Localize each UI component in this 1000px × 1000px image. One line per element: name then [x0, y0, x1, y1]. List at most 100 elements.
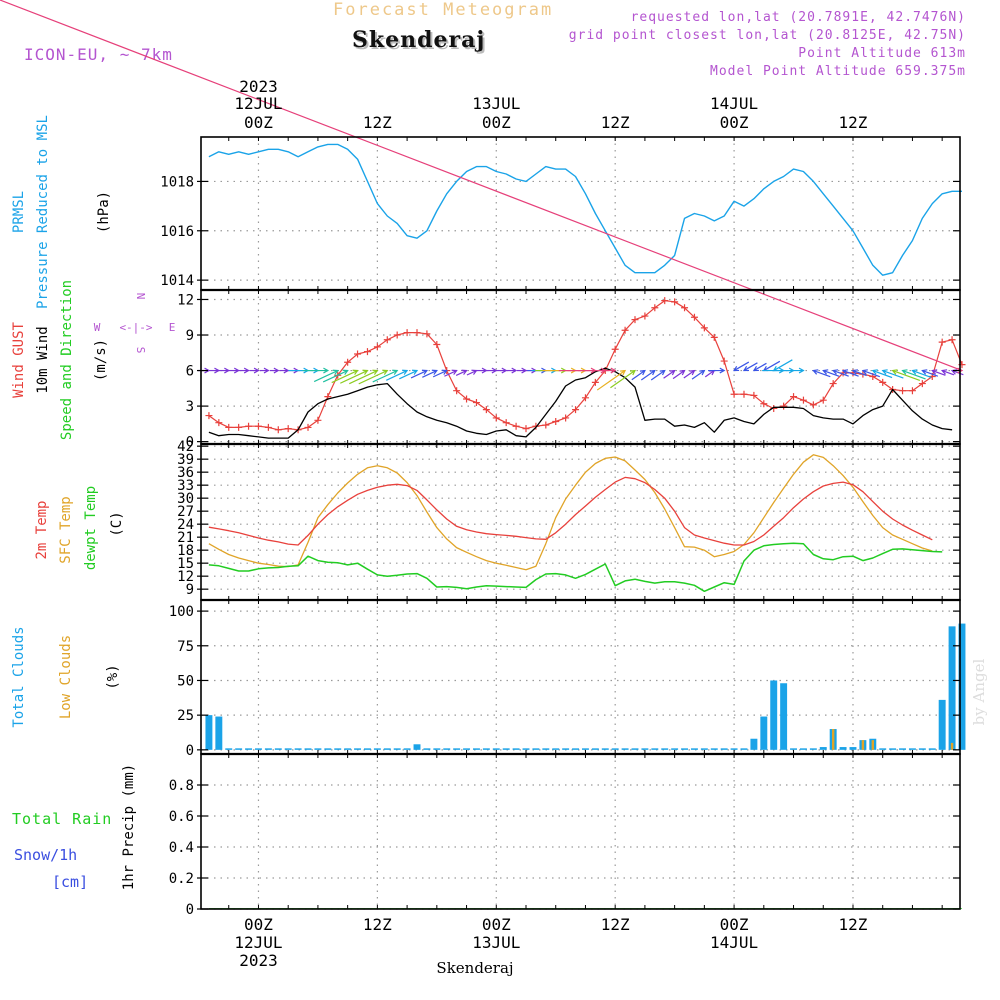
wind-arrow: [763, 360, 781, 372]
top-time-label: 00Z: [482, 113, 511, 132]
gust-point: [690, 313, 698, 321]
pressure-unit: (hPa): [96, 191, 112, 233]
wind-arrow: [852, 369, 867, 377]
gust-point: [433, 340, 441, 348]
wind-arrow: [349, 370, 378, 385]
wind-arrow: [813, 369, 831, 378]
snow-label: Snow/1h: [14, 846, 77, 864]
gust-point: [522, 425, 530, 433]
gust-point: [532, 422, 540, 430]
wind-arrow: [640, 370, 656, 381]
wind-arrow: [650, 370, 666, 381]
total-cloud-bar: [809, 748, 817, 750]
total-cloud-bar: [948, 626, 956, 750]
gust-point: [899, 387, 907, 395]
compass-arrows: <-|->: [119, 321, 152, 334]
gust-point: [264, 423, 272, 431]
wind-arrow: [663, 370, 675, 379]
total-cloud-bar: [423, 748, 431, 750]
total-cloud-bar: [720, 748, 728, 750]
total-cloud-bar: [482, 748, 490, 750]
wind-arrow: [823, 369, 840, 377]
gust-point: [344, 358, 352, 366]
wind-arrow-head: [812, 369, 819, 375]
series-10m-wind: [208, 367, 953, 439]
y-tick-label: 12: [177, 569, 194, 585]
temp-2m-label: 2m Temp: [34, 500, 50, 559]
gust-point: [354, 350, 362, 358]
gust-point: [819, 396, 827, 404]
total-cloud-bar: [413, 744, 421, 750]
gust-point: [750, 391, 758, 399]
wind-arrow: [340, 370, 368, 384]
point-altitude: Point Altitude 613m: [798, 46, 966, 61]
gust-point: [393, 331, 401, 339]
total-cloud-bar: [403, 748, 411, 750]
footer-location: Skenderaj: [436, 959, 513, 977]
wind-arrow: [596, 370, 626, 391]
gust-point: [245, 422, 253, 430]
wind-arrow-head: [342, 369, 349, 375]
top-time-label: 00Z: [244, 113, 273, 132]
total-cloud-bar: [849, 747, 857, 750]
wind-arrow-head: [639, 369, 646, 376]
total-cloud-bar: [463, 748, 471, 750]
gust-point: [373, 343, 381, 351]
series-wind-gust: [208, 300, 963, 431]
gust-point: [730, 390, 738, 398]
gust-point: [799, 396, 807, 404]
y-tick-label: 1014: [160, 273, 194, 289]
total-cloud-bar: [314, 748, 322, 750]
gust-point: [274, 426, 282, 434]
bottom-time-label: 14JUL: [710, 933, 758, 952]
wind-arrow-head: [752, 365, 759, 372]
gust-point: [304, 423, 312, 431]
total-cloud-bar: [621, 748, 629, 750]
total-cloud-bar: [562, 748, 570, 750]
gust-point: [908, 387, 916, 395]
wind-arrow: [432, 370, 447, 378]
total-cloud-bar: [581, 748, 589, 750]
gust-point: [809, 401, 817, 409]
wind-arrow-head: [861, 369, 868, 375]
gust-point: [700, 324, 708, 332]
wind-arrow-head: [620, 369, 627, 376]
wind-arrow-head: [669, 369, 676, 376]
y-tick-label: 25: [177, 708, 194, 724]
wind-arrow: [672, 370, 685, 380]
total-cloud-bar: [522, 748, 530, 750]
y-tick-label: 27: [177, 504, 194, 520]
top-time-label: 00Z: [720, 113, 749, 132]
wind-arrow-head: [733, 365, 740, 372]
bottom-time-label: 00Z: [482, 915, 511, 934]
total-cloud-bar: [532, 748, 540, 750]
precip-unit: 1hr Precip (mm): [121, 764, 137, 890]
y-tick-label: 9: [186, 582, 194, 598]
top-year-label: 2023: [239, 77, 278, 96]
wind-arrow-head: [901, 369, 908, 375]
total-cloud-bar: [790, 748, 798, 750]
bottom-time-label: 12Z: [601, 915, 630, 934]
compass-n: N: [134, 293, 147, 300]
wind-arrow-head: [451, 369, 458, 375]
wind-arrow: [422, 370, 438, 378]
wind-arrow-head: [441, 369, 448, 375]
wind-arrow: [466, 370, 477, 376]
total-cloud-bar: [274, 748, 282, 750]
total-cloud-bar: [284, 748, 292, 750]
wind-10m-label: 10m Wind: [35, 326, 51, 393]
pressure-label: Pressure Reduced to MSL: [35, 115, 51, 309]
compass-s: S: [134, 347, 147, 354]
wind-arrow-head: [243, 367, 250, 374]
total-cloud-bar: [631, 748, 639, 750]
temp-sfc-label: SFC Temp: [58, 496, 74, 563]
grid-point-coordinates: grid point closest lon,lat (20.8125E, 42…: [568, 28, 966, 43]
low-cloud-bar: [871, 740, 875, 750]
y-tick-label: 39: [177, 452, 194, 468]
wind-arrow-head: [719, 367, 726, 374]
wind-arrow-head: [689, 369, 696, 376]
temp-dewpt-label: dewpt Temp: [83, 486, 99, 570]
y-tick-label: 15: [177, 556, 194, 572]
gust-point: [284, 425, 292, 433]
total-cloud-bar: [681, 748, 689, 750]
